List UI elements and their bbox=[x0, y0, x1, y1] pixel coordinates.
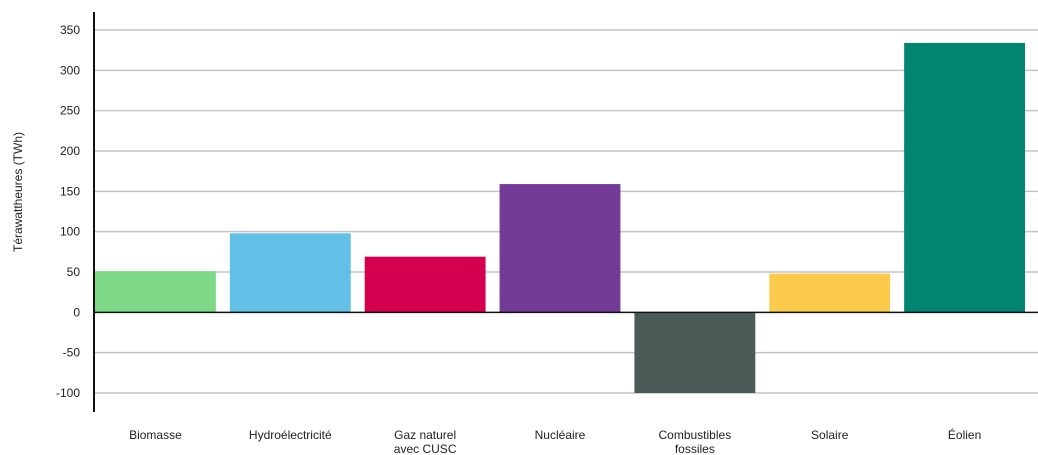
y-tick-label: 50 bbox=[67, 265, 81, 279]
y-tick-label: -100 bbox=[56, 386, 80, 400]
y-tick-label: -50 bbox=[63, 346, 81, 360]
y-axis-ticks: -100 -50 0 50 100 150 200 250 300 350 bbox=[56, 23, 80, 400]
y-tick-label: 250 bbox=[60, 104, 80, 118]
y-tick-label: 100 bbox=[60, 225, 80, 239]
bars bbox=[95, 42, 1025, 393]
y-tick-label: 300 bbox=[60, 63, 80, 77]
x-axis-labels: Biomasse Hydroélectricité Gaz naturel avec … bbox=[129, 427, 981, 455]
bar bbox=[634, 312, 756, 393]
bar bbox=[904, 42, 1025, 313]
x-tick-label: Biomasse bbox=[129, 428, 182, 442]
bar bbox=[499, 184, 621, 313]
y-tick-label: 0 bbox=[73, 305, 80, 319]
x-tick-label: Éolien bbox=[948, 427, 981, 442]
y-tick-label: 200 bbox=[60, 144, 80, 158]
bar bbox=[364, 256, 486, 313]
bar bbox=[95, 271, 216, 313]
y-tick-label: 350 bbox=[60, 23, 80, 37]
x-tick-label: Combustibles fossiles bbox=[659, 428, 732, 455]
x-tick-label: Solaire bbox=[811, 428, 849, 442]
bar bbox=[229, 233, 351, 313]
y-tick-label: 150 bbox=[60, 184, 80, 198]
bar bbox=[769, 273, 891, 313]
y-axis-title: Térawattheures (TWh) bbox=[11, 132, 25, 252]
x-tick-label: Gaz naturel avec CUSC bbox=[394, 428, 457, 455]
x-tick-label: Hydroélectricité bbox=[249, 428, 332, 442]
x-tick-label: Nucléaire bbox=[535, 428, 586, 442]
